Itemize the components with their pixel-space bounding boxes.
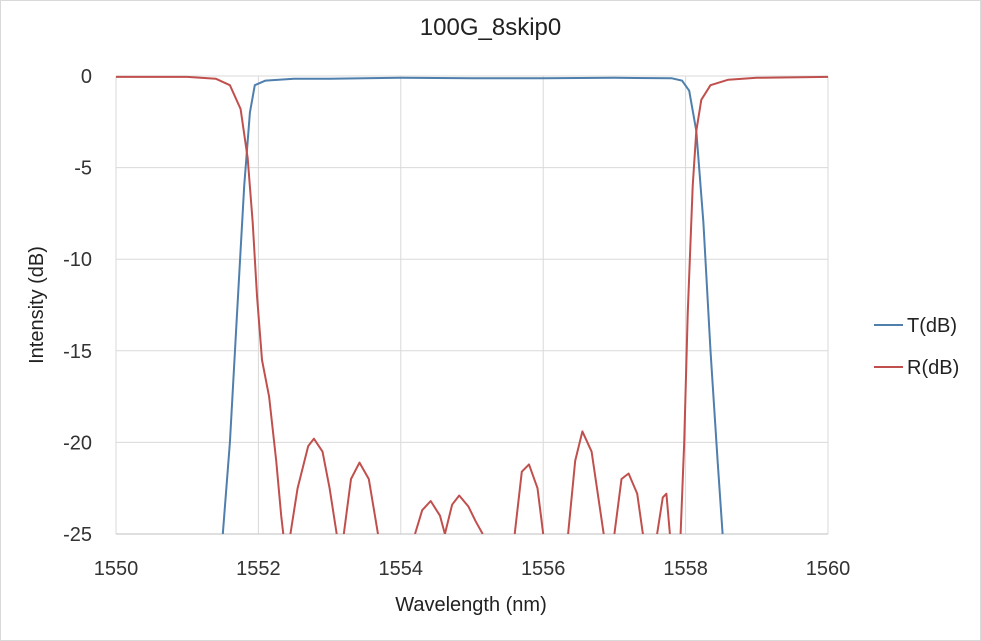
legend-label: T(dB) — [907, 315, 957, 337]
x-axis-tick-labels: 1550 1552 1554 1556 1558 1560 — [94, 558, 851, 580]
chart-title: 100G_8skip0 — [419, 14, 562, 41]
y-tick-label: -5 — [74, 158, 92, 180]
legend-label: R(dB) — [907, 357, 959, 379]
x-tick-label: 1556 — [521, 558, 566, 580]
x-tick-label: 1558 — [663, 558, 708, 580]
x-axis-title: Wavelength (nm) — [395, 594, 547, 616]
y-tick-label: -15 — [63, 341, 92, 363]
y-tick-label: 0 — [81, 66, 92, 88]
legend: T(dB) R(dB) — [874, 315, 959, 379]
y-axis-tick-labels: 0 -5 -10 -15 -20 -25 — [63, 66, 92, 546]
y-tick-label: -10 — [63, 249, 92, 271]
x-tick-label: 1550 — [94, 558, 139, 580]
series-line-t-db — [221, 76, 724, 534]
series-lines — [116, 75, 828, 534]
x-tick-label: 1560 — [806, 558, 851, 580]
gridlines — [115, 75, 829, 535]
x-tick-label: 1554 — [379, 558, 424, 580]
y-tick-label: -25 — [63, 524, 92, 546]
y-axis-title: Intensity (dB) — [26, 246, 48, 364]
x-tick-label: 1552 — [236, 558, 281, 580]
y-tick-label: -20 — [63, 432, 92, 454]
series-line-r-db — [116, 75, 828, 534]
